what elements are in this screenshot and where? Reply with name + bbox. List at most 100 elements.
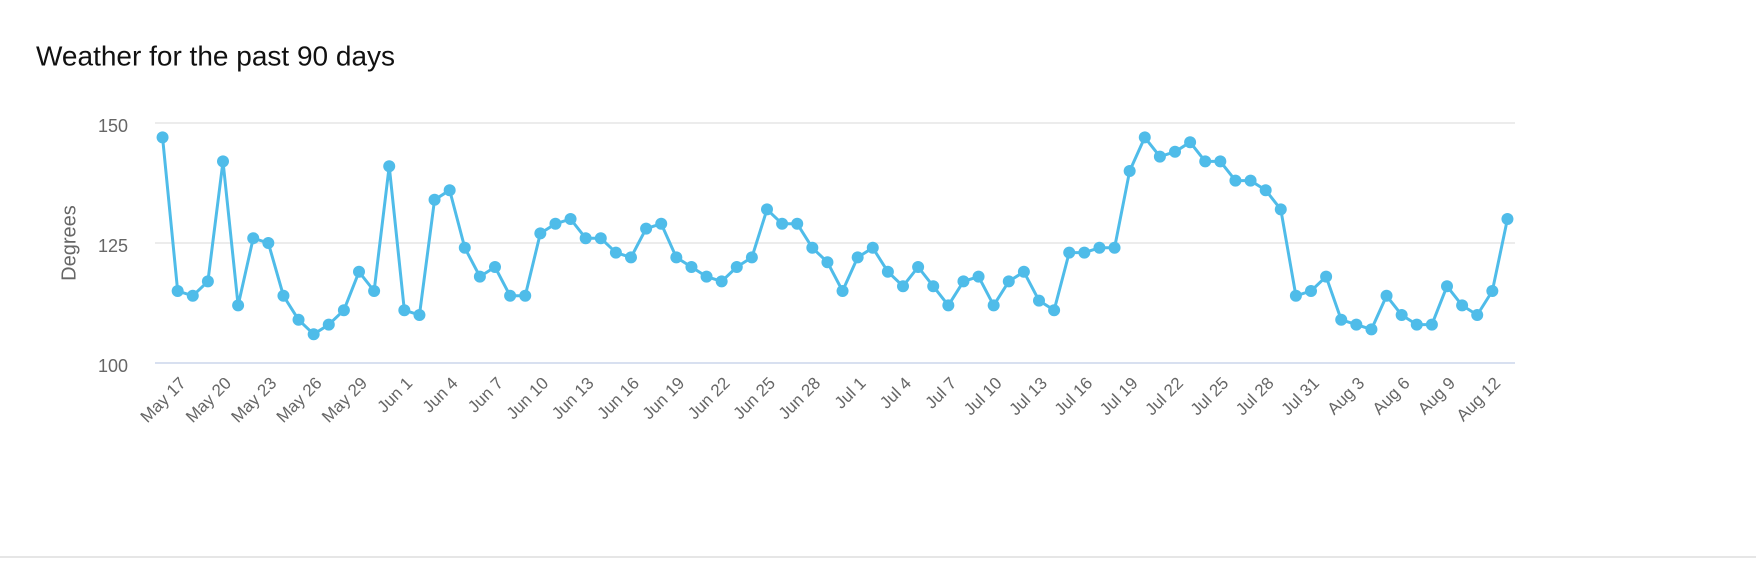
point [1395, 309, 1408, 321]
point [1229, 174, 1242, 187]
x-tick-label: Jul 25 [1187, 374, 1233, 420]
point [1078, 246, 1091, 259]
point [247, 232, 260, 245]
x-tick-label: Jul 28 [1232, 374, 1278, 420]
point [866, 241, 879, 254]
point [489, 261, 501, 273]
x-tick-label: Jun 28 [775, 374, 825, 424]
point [519, 289, 532, 302]
point [1033, 294, 1045, 307]
point [942, 299, 955, 312]
point [443, 184, 456, 197]
point [1108, 241, 1121, 254]
point [322, 318, 335, 331]
point [353, 265, 365, 278]
point [1123, 165, 1136, 177]
point [1350, 318, 1363, 331]
y-tick-label: 150 [98, 116, 128, 136]
point [715, 275, 728, 288]
point [1365, 323, 1378, 336]
x-tick-label: Jun 25 [729, 374, 779, 424]
point [1305, 285, 1317, 297]
x-tick-label: Jul 22 [1141, 374, 1187, 420]
point [186, 289, 199, 302]
y-axis-label: Degrees [58, 205, 80, 281]
x-tick-label: Jun 10 [503, 374, 553, 424]
point [640, 222, 653, 235]
point [791, 217, 804, 230]
point [1501, 213, 1514, 225]
point [730, 261, 743, 273]
point [821, 256, 834, 269]
point [262, 237, 275, 249]
point [1138, 131, 1151, 144]
x-tick-label: Jul 1 [831, 374, 870, 413]
line [161, 135, 1509, 336]
point [776, 217, 789, 230]
point [836, 285, 849, 297]
point [1063, 246, 1076, 259]
point [458, 241, 471, 254]
x-tick-label: Aug 12 [1453, 374, 1505, 426]
x-tick-label: Jun 4 [419, 374, 462, 417]
point [1017, 265, 1030, 278]
x-tick-label: May 23 [227, 374, 280, 427]
point [1486, 285, 1499, 297]
point [655, 217, 668, 230]
y-tick-label: 100 [98, 356, 128, 376]
x-tick-label: May 29 [318, 374, 371, 427]
point [217, 155, 229, 168]
point [428, 193, 441, 206]
point [1320, 270, 1333, 283]
point [972, 270, 985, 283]
point [1184, 136, 1197, 149]
point [1380, 289, 1393, 302]
x-tick-label: Jul 4 [876, 374, 915, 413]
point [1259, 184, 1272, 197]
point [171, 285, 184, 297]
point [806, 241, 819, 254]
point [549, 217, 562, 230]
x-tick-label: Jun 22 [684, 374, 734, 424]
point [745, 251, 758, 264]
point [927, 280, 940, 293]
point [625, 251, 637, 264]
point [912, 261, 925, 273]
point [232, 299, 245, 312]
point [413, 309, 426, 321]
point [1335, 313, 1348, 326]
x-tick-label: Jul 16 [1051, 374, 1097, 420]
point [277, 289, 290, 302]
point [564, 213, 577, 225]
point [594, 232, 607, 245]
x-tick-label: Jul 13 [1005, 374, 1051, 420]
x-tick-label: Jul 19 [1096, 374, 1142, 420]
point [897, 280, 909, 293]
point [579, 232, 592, 245]
point [700, 270, 713, 283]
point [1425, 318, 1438, 331]
point [1456, 299, 1469, 312]
point [957, 275, 970, 288]
chart-title: Weather for the past 90 days [36, 40, 395, 71]
point [156, 131, 169, 144]
point [761, 203, 773, 216]
point [1199, 155, 1212, 168]
x-tick-label: May 17 [137, 374, 190, 427]
x-tick-label: Jul 10 [960, 374, 1006, 420]
point [609, 246, 622, 259]
point [504, 289, 517, 302]
x-tick-label: Jul 7 [921, 374, 960, 413]
x-tick-label: Aug 3 [1323, 374, 1368, 419]
point [1153, 150, 1166, 163]
point [670, 251, 683, 264]
x-tick-label: May 26 [273, 374, 326, 427]
point [473, 270, 486, 283]
y-tick-label: 125 [98, 236, 128, 256]
x-tick-label: May 20 [182, 374, 235, 427]
point [1214, 155, 1227, 168]
point [987, 299, 1000, 312]
point [685, 261, 698, 273]
point [1169, 145, 1181, 158]
